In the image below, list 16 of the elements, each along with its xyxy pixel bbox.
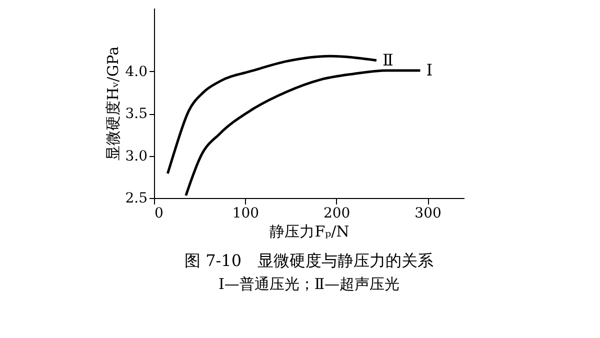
y-axis-title: 显微硬度Hᵥ/GPa (104, 46, 122, 161)
y-tick-label: 2.5 (125, 190, 148, 206)
line-series (166, 54, 378, 175)
series-label: Ⅰ (426, 60, 433, 80)
y-tick-label: 3.0 (125, 148, 148, 164)
x-tick-label: 300 (414, 206, 442, 222)
x-tick-label: 100 (232, 206, 260, 222)
text: Ⅰ—普通压光；Ⅱ—超声压光 (218, 275, 400, 293)
text: 图 7-10 显微硬度与静压力的关系 (184, 251, 434, 270)
x-tick-label: 0 (154, 206, 164, 222)
line-series (184, 69, 422, 197)
y-tick-label: 4.0 (125, 64, 148, 80)
series-label: Ⅱ (382, 50, 394, 70)
y-tick-label: 3.5 (125, 106, 148, 122)
x-tick-label: 200 (323, 206, 350, 222)
x-axis-title: 静压力Fₚ/N (270, 222, 350, 240)
